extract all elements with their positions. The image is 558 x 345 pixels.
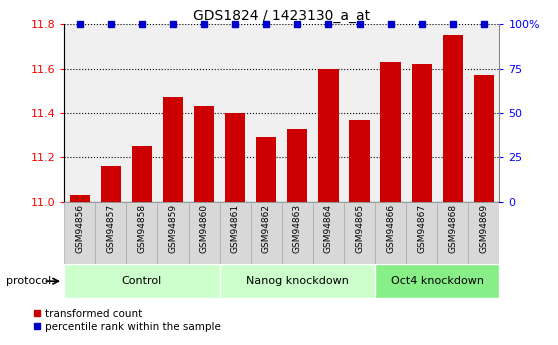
- Bar: [194, 106, 214, 202]
- Text: GSM94859: GSM94859: [169, 204, 177, 253]
- Text: Control: Control: [122, 276, 162, 286]
- Bar: [163, 97, 183, 202]
- Title: GDS1824 / 1423130_a_at: GDS1824 / 1423130_a_at: [193, 9, 371, 23]
- Bar: [375, 202, 406, 264]
- Text: GSM94865: GSM94865: [355, 204, 364, 253]
- Bar: [442, 35, 463, 202]
- Bar: [381, 62, 401, 202]
- Text: GSM94863: GSM94863: [293, 204, 302, 253]
- Text: GSM94856: GSM94856: [75, 204, 84, 253]
- Bar: [468, 202, 499, 264]
- Bar: [220, 202, 251, 264]
- Text: GSM94864: GSM94864: [324, 204, 333, 253]
- Bar: [126, 202, 157, 264]
- Text: GSM94867: GSM94867: [417, 204, 426, 253]
- Bar: [287, 129, 307, 202]
- Bar: [64, 202, 95, 264]
- Bar: [225, 113, 246, 202]
- Text: Oct4 knockdown: Oct4 knockdown: [391, 276, 484, 286]
- Text: GSM94866: GSM94866: [386, 204, 395, 253]
- Text: GSM94858: GSM94858: [137, 204, 146, 253]
- Bar: [375, 264, 499, 298]
- Text: GSM94868: GSM94868: [448, 204, 457, 253]
- Bar: [256, 137, 276, 202]
- Bar: [70, 195, 90, 202]
- Bar: [64, 264, 220, 298]
- Text: protocol: protocol: [6, 276, 51, 286]
- Legend: transformed count, percentile rank within the sample: transformed count, percentile rank withi…: [33, 309, 220, 332]
- Bar: [157, 202, 189, 264]
- Bar: [313, 202, 344, 264]
- Bar: [344, 202, 375, 264]
- Text: GSM94869: GSM94869: [479, 204, 488, 253]
- Bar: [349, 120, 369, 202]
- Bar: [220, 264, 375, 298]
- Bar: [100, 166, 121, 202]
- Bar: [282, 202, 313, 264]
- Bar: [412, 64, 432, 202]
- Text: GSM94861: GSM94861: [230, 204, 239, 253]
- Text: GSM94857: GSM94857: [107, 204, 116, 253]
- Bar: [95, 202, 126, 264]
- Bar: [251, 202, 282, 264]
- Text: GSM94860: GSM94860: [200, 204, 209, 253]
- Bar: [318, 69, 339, 202]
- Bar: [132, 146, 152, 202]
- Text: GSM94862: GSM94862: [262, 204, 271, 253]
- Bar: [474, 75, 494, 202]
- Bar: [406, 202, 437, 264]
- Bar: [189, 202, 220, 264]
- Bar: [437, 202, 468, 264]
- Text: Nanog knockdown: Nanog knockdown: [246, 276, 349, 286]
